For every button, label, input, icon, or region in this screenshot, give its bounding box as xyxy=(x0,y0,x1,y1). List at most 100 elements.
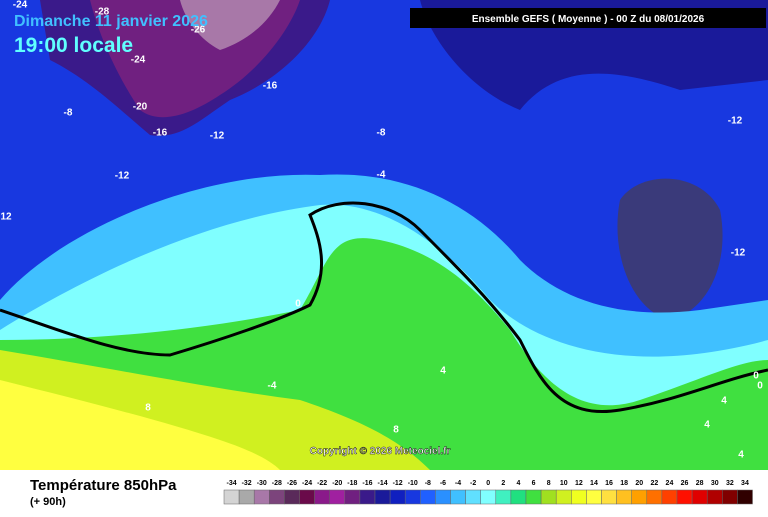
legend-value: 18 xyxy=(620,480,628,487)
legend-value: 4 xyxy=(516,480,520,487)
contour-label: -12 xyxy=(115,171,130,182)
legend-value: -6 xyxy=(440,480,446,487)
greenland-peak xyxy=(180,0,280,50)
contour-label: 0 xyxy=(753,371,759,382)
contour-label: -24 xyxy=(131,55,146,66)
legend-value: 22 xyxy=(650,480,658,487)
contour-label: 12 xyxy=(0,212,12,223)
contour-label: -16 xyxy=(263,81,278,92)
legend-value: 8 xyxy=(547,480,551,487)
legend-value: 12 xyxy=(575,480,583,487)
legend-value: 34 xyxy=(741,480,749,487)
legend-swatch xyxy=(450,489,466,505)
contour-label: -12 xyxy=(731,248,746,259)
contour-label: -28 xyxy=(95,7,110,18)
contour-label: -12 xyxy=(210,131,225,142)
legend-swatch xyxy=(465,489,481,505)
contour-label: 4 xyxy=(440,366,446,377)
legend-value: -34 xyxy=(226,480,236,487)
band-12 xyxy=(0,380,280,470)
legend-swatch xyxy=(631,489,648,505)
contour-label: 0 xyxy=(757,381,763,392)
legend-swatch xyxy=(253,489,270,505)
legend-value: 6 xyxy=(532,480,536,487)
contour-label: -12 xyxy=(728,116,743,127)
legend-value: 20 xyxy=(635,480,643,487)
legend-value: -4 xyxy=(455,480,461,487)
legend-swatch xyxy=(706,489,723,505)
legend-value: 26 xyxy=(681,480,689,487)
legend-swatch xyxy=(510,489,527,505)
contour-label: 8 xyxy=(393,425,399,436)
contour-label: -20 xyxy=(133,102,148,113)
legend-value: -26 xyxy=(287,480,297,487)
legend-swatch xyxy=(525,489,542,505)
legend-value: -10 xyxy=(408,480,418,487)
legend-value: -16 xyxy=(362,480,372,487)
legend-swatch xyxy=(495,489,512,505)
legend-swatch xyxy=(691,489,708,505)
legend-value: -22 xyxy=(317,480,327,487)
legend-swatch xyxy=(404,489,421,505)
contour-label: 4 xyxy=(704,420,710,431)
contour-label: -4 xyxy=(377,170,386,181)
legend-swatch xyxy=(314,489,330,505)
legend-swatch xyxy=(359,489,376,505)
east-cold-core xyxy=(617,178,723,320)
legend-title: Température 850hPa xyxy=(30,477,177,494)
legend-value: 14 xyxy=(590,480,598,487)
legend-value: -30 xyxy=(257,480,267,487)
legend-swatch xyxy=(571,489,587,505)
legend-swatch xyxy=(676,489,693,505)
legend-swatch xyxy=(722,489,738,505)
legend-value: -8 xyxy=(425,480,431,487)
legend-value: -32 xyxy=(242,480,252,487)
header-box xyxy=(410,8,766,28)
contour-label: -8 xyxy=(64,108,73,119)
legend-swatch xyxy=(540,489,557,505)
contour-label: 0 xyxy=(295,299,301,310)
legend-swatch xyxy=(374,489,391,505)
legend-value: -14 xyxy=(377,480,387,487)
legend-swatch xyxy=(269,489,285,505)
legend-value: -12 xyxy=(393,480,403,487)
lead-time: (+ 90h) xyxy=(30,496,66,508)
legend-swatch xyxy=(238,489,255,505)
contour-label: 8 xyxy=(145,403,151,414)
model-info: Ensemble GEFS ( Moyenne ) - 00 Z du 08/0… xyxy=(472,14,705,25)
legend-value: -18 xyxy=(347,480,357,487)
legend-swatch xyxy=(661,489,678,505)
contour-label: -24 xyxy=(13,0,28,11)
time-label: 19:00 locale xyxy=(14,34,133,57)
legend-swatch xyxy=(329,489,346,505)
legend-swatch xyxy=(555,489,572,505)
contour-label: -26 xyxy=(191,25,206,36)
legend-value: 24 xyxy=(666,480,674,487)
legend-value: 2 xyxy=(501,480,505,487)
legend-value: 16 xyxy=(605,480,613,487)
date-label: Dimanche 11 janvier 2026 xyxy=(14,13,208,30)
copyright: Copyright © 2026 Meteociel.fr xyxy=(310,446,451,457)
contour-label: -16 xyxy=(153,128,168,139)
legend-value: 10 xyxy=(560,480,568,487)
legend-value: -28 xyxy=(272,480,282,487)
legend-swatch xyxy=(616,489,632,505)
contour-label: -4 xyxy=(268,381,277,392)
legend-swatch xyxy=(586,489,602,505)
legend-swatch xyxy=(344,489,361,505)
zero-isotherm xyxy=(0,201,768,413)
legend-swatch xyxy=(601,489,617,505)
legend-swatch xyxy=(284,489,300,505)
legend-swatch xyxy=(646,489,663,505)
legend-value: 0 xyxy=(486,480,490,487)
legend-swatch xyxy=(389,489,406,505)
legend-swatch xyxy=(435,489,451,505)
legend-value: -20 xyxy=(332,480,342,487)
legend-value: 32 xyxy=(726,480,734,487)
legend-value: -2 xyxy=(470,480,476,487)
legend-swatch xyxy=(480,489,497,505)
legend-value: -24 xyxy=(302,480,312,487)
legend-value: 30 xyxy=(711,480,719,487)
contour-label: -8 xyxy=(377,128,386,139)
